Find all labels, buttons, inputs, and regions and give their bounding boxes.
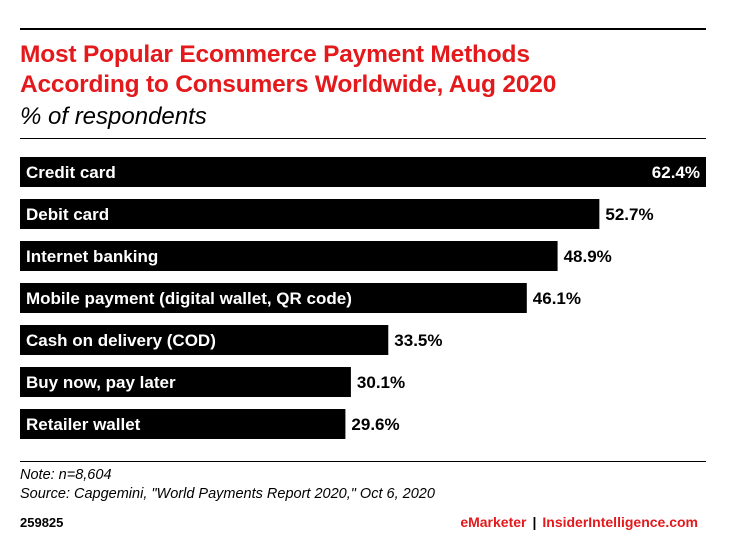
chart-notes: Note: n=8,604 Source: Capgemini, "World … [20, 466, 435, 504]
chart-title-line1: Most Popular Ecommerce Payment Methods [20, 41, 530, 68]
value-label: 46.1% [533, 289, 581, 308]
brand-separator: | [532, 514, 537, 530]
note-text: Note: n=8,604 [20, 467, 112, 483]
bar [20, 325, 389, 355]
bar [20, 409, 346, 439]
bar [20, 199, 600, 229]
category-label: Debit card [26, 205, 109, 224]
value-label: 62.4% [652, 163, 700, 182]
bar [20, 283, 527, 313]
value-label: 30.1% [357, 373, 405, 392]
chart-id: 259825 [20, 515, 64, 530]
value-label: 29.6% [351, 415, 399, 434]
category-label: Credit card [26, 163, 116, 182]
source-text: Source: Capgemini, "World Payments Repor… [20, 486, 435, 502]
brand-insider-intelligence: InsiderIntelligence.com [542, 514, 698, 530]
chart-footer: 259825 eMarketer | InsiderIntelligence.com [20, 514, 706, 534]
chart-title: Most Popular Ecommerce Payment Methods A… [20, 40, 720, 100]
bar [20, 241, 558, 271]
category-label: Retailer wallet [26, 415, 141, 434]
bar [20, 367, 351, 397]
subtitle-rule [20, 138, 706, 139]
bar-chart: Credit card 62.4% Debit card 52.7% Internet … [20, 157, 706, 439]
chart-subtitle: % of respondents [20, 103, 207, 130]
category-label: Buy now, pay later [26, 373, 176, 392]
value-label: 33.5% [394, 331, 442, 350]
brand-emarketer: eMarketer [460, 514, 527, 530]
category-label: Internet banking [26, 247, 158, 266]
brand-logo: eMarketer | InsiderIntelligence.com [460, 514, 698, 530]
chart-title-line2: According to Consumers Worldwide, Aug 20… [20, 71, 557, 98]
bar [20, 157, 706, 187]
value-label: 48.9% [564, 247, 612, 266]
category-label: Mobile payment (digital wallet, QR code) [26, 289, 352, 308]
value-label: 52.7% [605, 205, 653, 224]
top-rule [20, 28, 706, 30]
footer-rule [20, 461, 706, 462]
category-label: Cash on delivery (COD) [26, 331, 216, 350]
